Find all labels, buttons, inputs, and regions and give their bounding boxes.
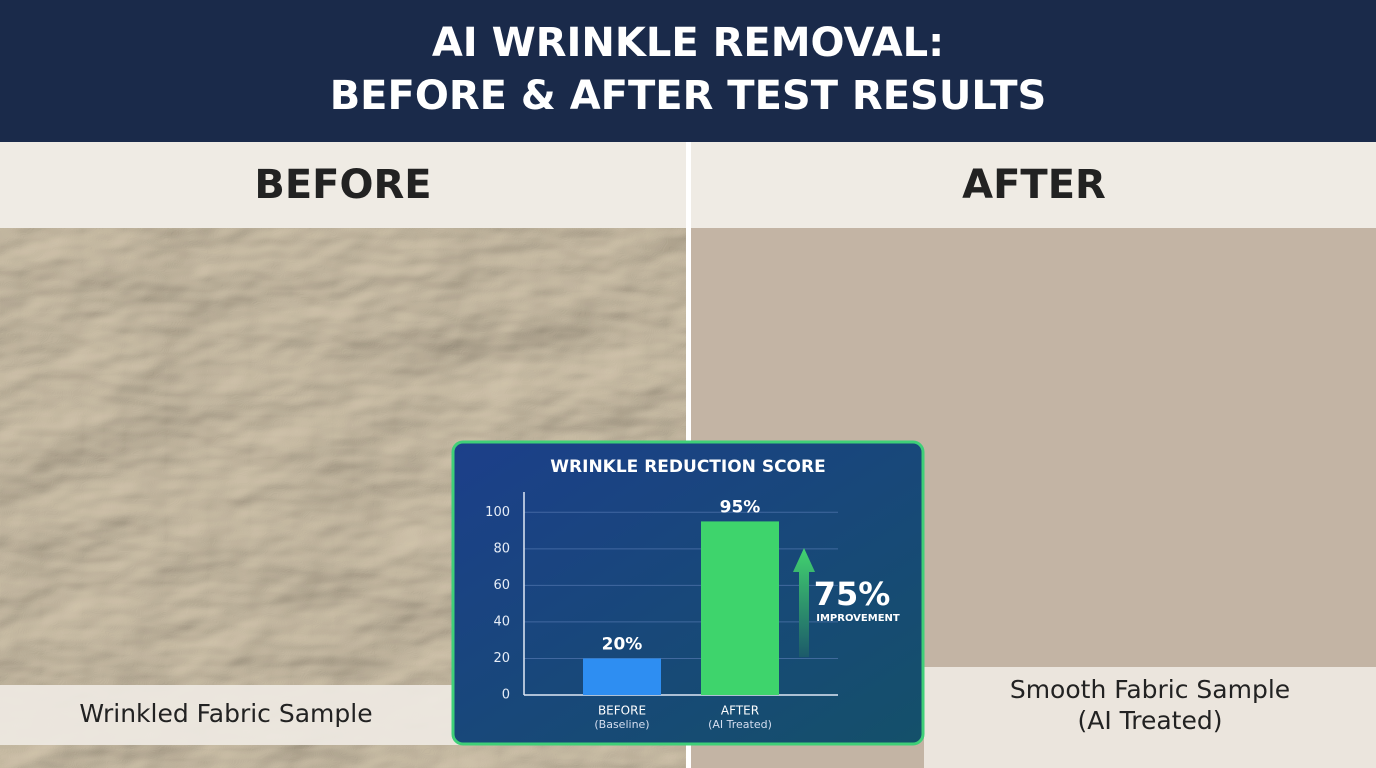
y-tick-label: 20 [493, 651, 510, 666]
bar [583, 658, 661, 695]
caption: (AI Treated) [1077, 706, 1222, 735]
x-sublabel: (Baseline) [594, 718, 649, 731]
title-line: BEFORE & AFTER TEST RESULTS [330, 73, 1047, 119]
header-bar [0, 0, 1376, 142]
chart-frame [451, 440, 925, 746]
caption: Wrinkled Fabric Sample [79, 699, 372, 728]
y-tick-label: 100 [485, 505, 510, 520]
chart-title: WRINKLE REDUCTION SCORE [550, 457, 825, 477]
annotation-label: IMPROVEMENT [816, 613, 900, 624]
annotation-value: 75% [814, 575, 891, 613]
y-tick-label: 0 [502, 688, 510, 703]
label-band [0, 142, 686, 228]
y-tick-label: 80 [493, 541, 510, 556]
value-label: 95% [720, 497, 761, 517]
x-tick-label: AFTER [721, 704, 759, 718]
title-line: AI WRINKLE REMOVAL: [432, 20, 944, 66]
y-tick-label: 40 [493, 614, 510, 629]
improvement-arrow [793, 548, 815, 657]
y-tick-label: 60 [493, 578, 510, 593]
bar [701, 521, 779, 695]
chart-card: WRINKLE REDUCTION SCORE 75% IMPROVEMENT … [451, 440, 925, 746]
caption: Smooth Fabric Sample [1010, 675, 1290, 704]
panel-label: AFTER [962, 162, 1106, 208]
panel-label: BEFORE [254, 162, 431, 208]
caption-band [0, 685, 460, 745]
caption-band [924, 667, 1376, 768]
label-band [691, 142, 1376, 228]
x-sublabel: (AI Treated) [708, 718, 772, 731]
value-label: 20% [602, 634, 643, 654]
x-tick-label: BEFORE [598, 704, 646, 718]
